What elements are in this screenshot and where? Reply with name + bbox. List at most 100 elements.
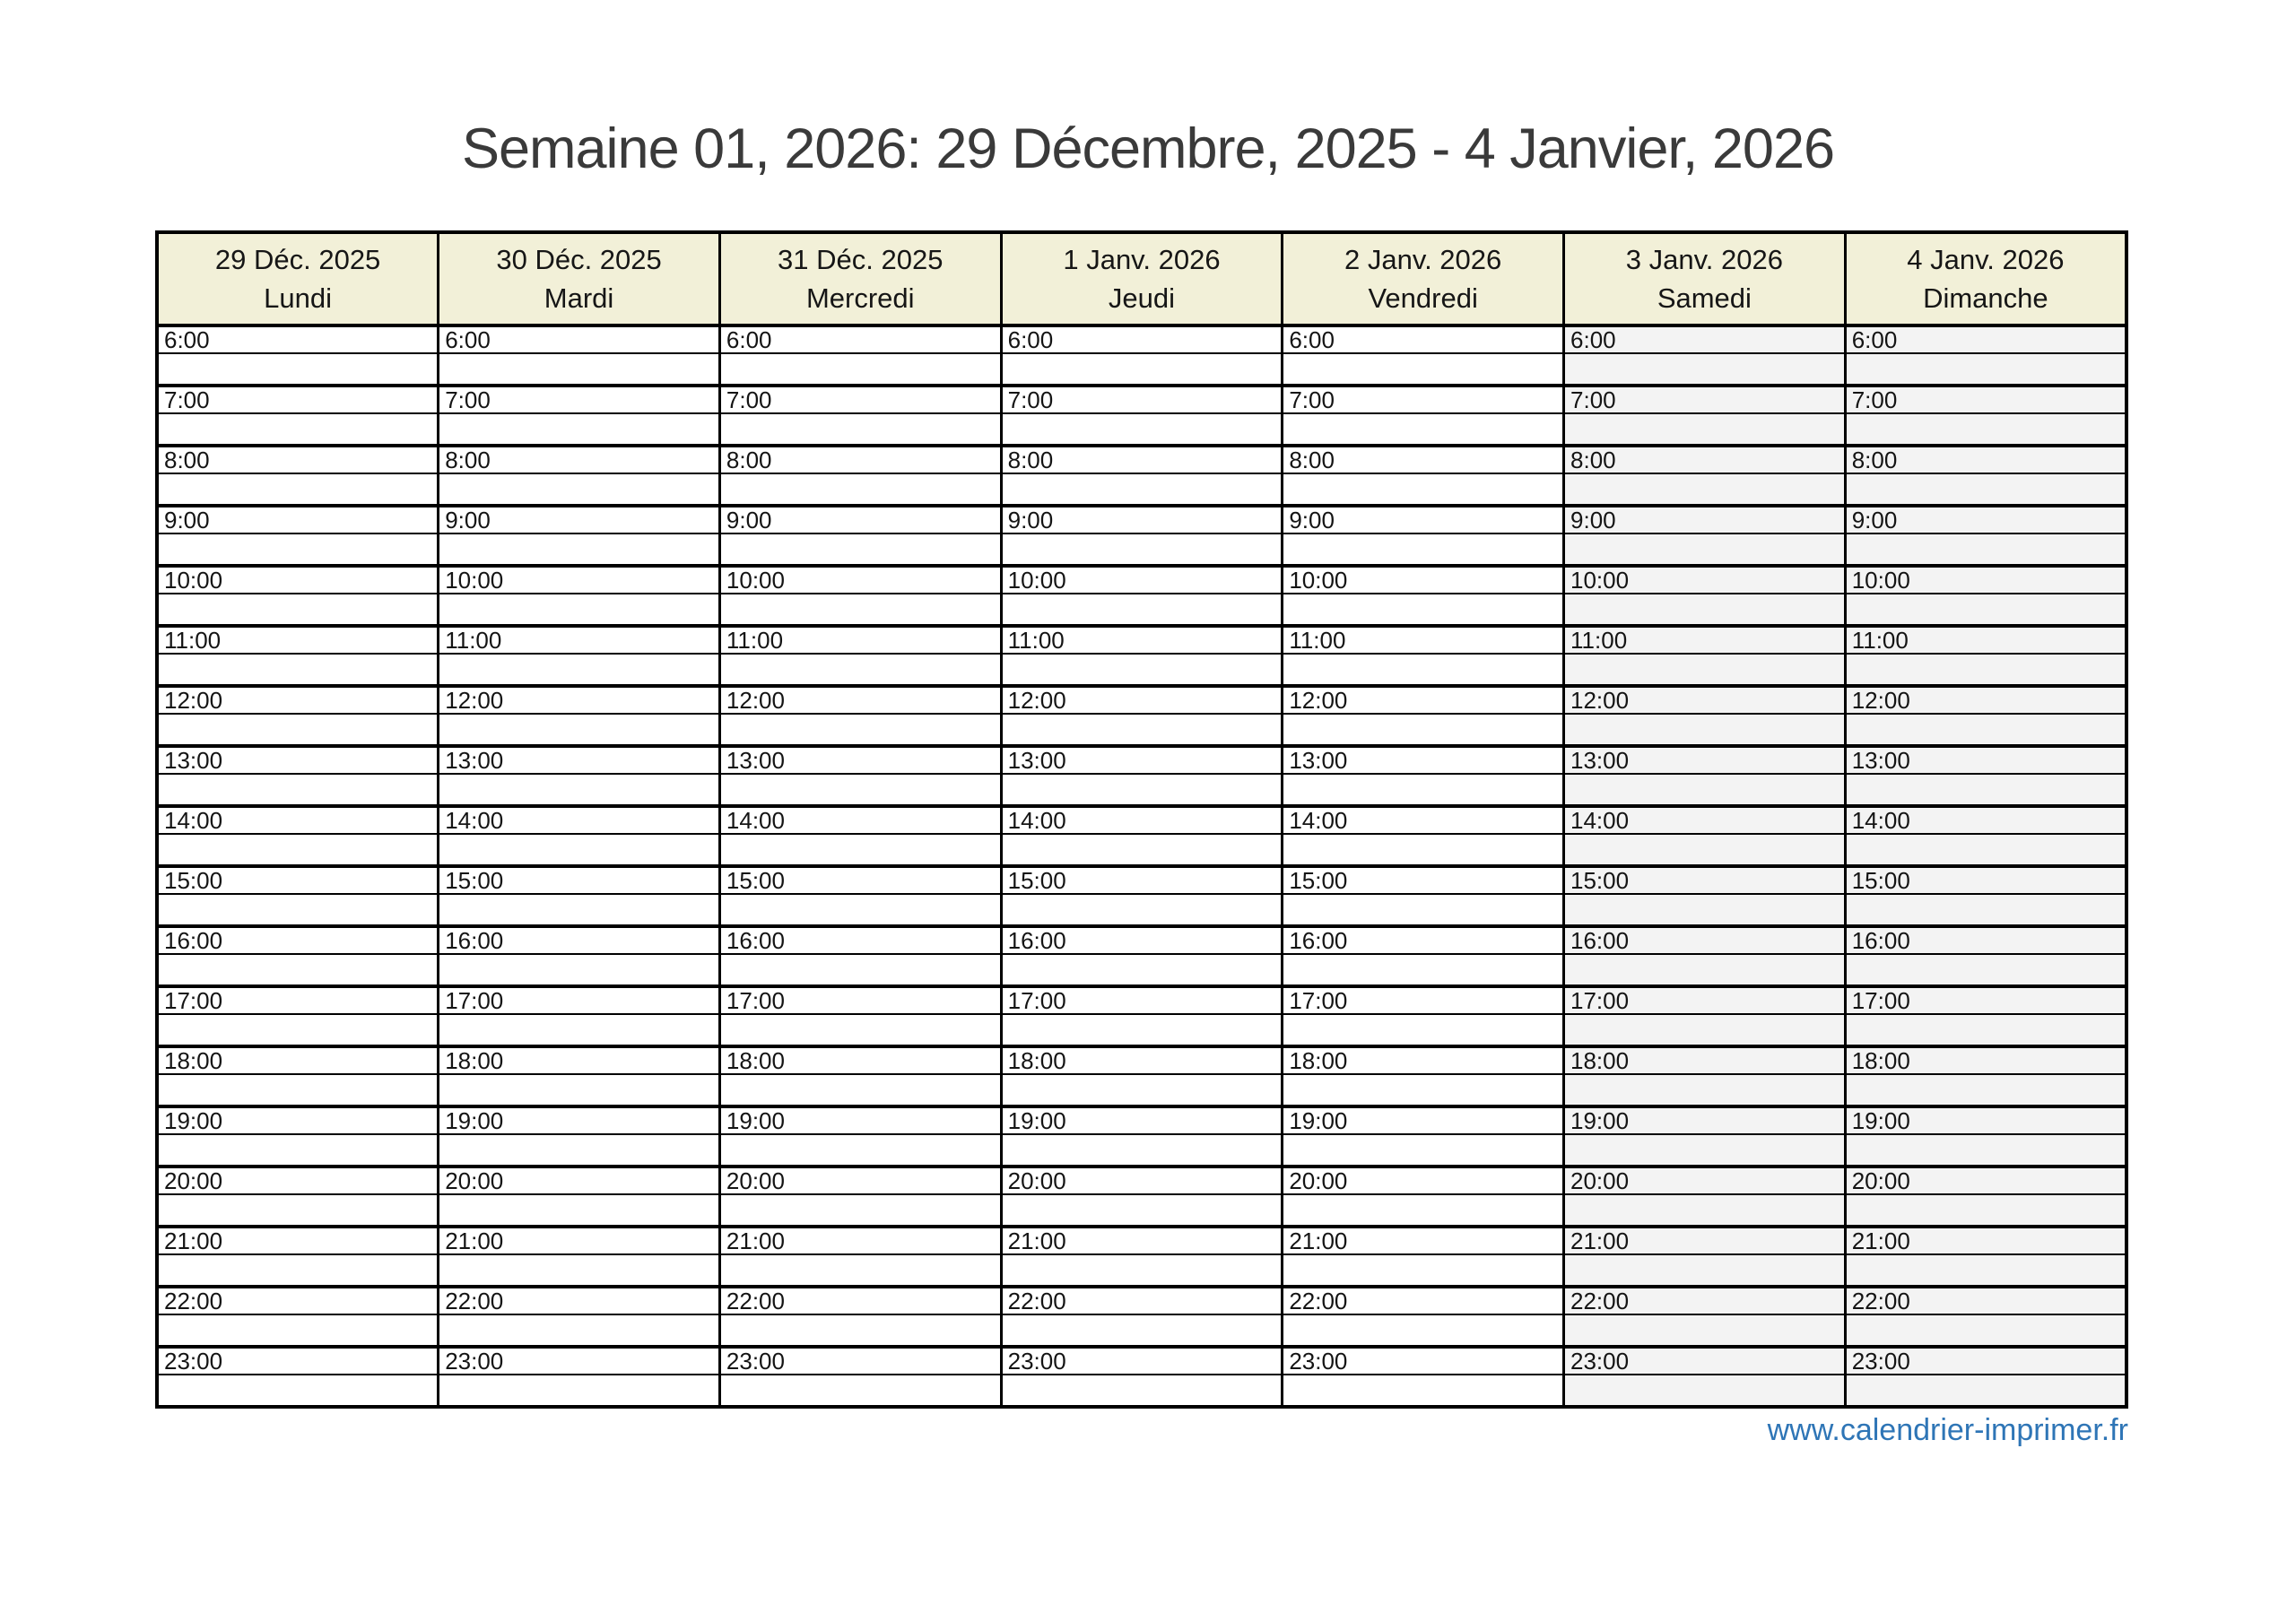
hour-cell: 21:00 <box>999 1225 1284 1255</box>
hour-cell: 7:00 <box>1281 384 1566 414</box>
hour-cell: 19:00 <box>718 1105 1003 1135</box>
hour-cell: 14:00 <box>155 804 440 835</box>
hour-cell: 20:00 <box>1281 1165 1566 1195</box>
half-hour-cell <box>1281 833 1566 868</box>
half-hour-row-1200 <box>155 713 2128 748</box>
hour-cell: 10:00 <box>999 564 1284 594</box>
hour-cell: 15:00 <box>1843 864 2128 895</box>
half-hour-cell <box>718 1013 1003 1048</box>
hour-cell: 11:00 <box>437 624 721 655</box>
half-hour-cell <box>155 1073 440 1108</box>
hour-cell: 17:00 <box>1281 984 1566 1015</box>
half-hour-cell <box>1843 533 2128 568</box>
hour-cell: 18:00 <box>437 1045 721 1075</box>
half-hour-cell <box>155 773 440 808</box>
hour-cell: 23:00 <box>1281 1345 1566 1375</box>
half-hour-cell <box>718 713 1003 748</box>
website-link[interactable]: www.calendrier-imprimer.fr <box>1767 1413 2128 1447</box>
half-hour-cell <box>1281 1133 1566 1168</box>
half-hour-cell <box>1843 412 2128 447</box>
hour-cell: 10:00 <box>437 564 721 594</box>
hour-cell: 22:00 <box>155 1285 440 1315</box>
half-hour-cell <box>718 473 1003 507</box>
half-hour-cell <box>718 1073 1003 1108</box>
half-hour-cell <box>1281 953 1566 988</box>
hour-cell: 7:00 <box>437 384 721 414</box>
half-hour-cell <box>718 352 1003 387</box>
half-hour-cell <box>718 412 1003 447</box>
hour-cell: 22:00 <box>1281 1285 1566 1315</box>
hour-cell: 12:00 <box>437 684 721 715</box>
half-hour-cell <box>718 593 1003 628</box>
hour-cell: 20:00 <box>155 1165 440 1195</box>
half-hour-cell <box>718 833 1003 868</box>
hour-cell: 17:00 <box>155 984 440 1015</box>
half-hour-cell <box>437 953 721 988</box>
day-date: 31 Déc. 2025 <box>778 243 944 275</box>
half-hour-cell <box>1562 893 1847 928</box>
half-hour-cell <box>1843 833 2128 868</box>
half-hour-cell <box>1281 1193 1566 1228</box>
half-hour-cell <box>437 713 721 748</box>
half-hour-cell <box>1281 1073 1566 1108</box>
half-hour-cell <box>1562 412 1847 447</box>
day-date: 30 Déc. 2025 <box>496 243 662 275</box>
hour-cell: 14:00 <box>1281 804 1566 835</box>
week-table-header: 29 Déc. 2025 Lundi 30 Déc. 2025 Mardi 31 Déc… <box>155 230 2128 327</box>
hour-cell: 18:00 <box>1281 1045 1566 1075</box>
half-hour-cell <box>1562 953 1847 988</box>
half-hour-cell <box>718 1314 1003 1349</box>
hour-cell: 14:00 <box>437 804 721 835</box>
hour-row-1400: 14:00 14:00 14:00 14:00 14:00 14:00 14:00 <box>155 804 2128 835</box>
half-hour-cell <box>1562 653 1847 688</box>
half-hour-cell <box>1281 473 1566 507</box>
day-header-mercredi: 31 Déc. 2025 Mercredi <box>718 230 1003 327</box>
day-header-content: 29 Déc. 2025 Lundi <box>159 234 437 324</box>
half-hour-cell <box>1281 773 1566 808</box>
half-hour-cell <box>437 1073 721 1108</box>
hour-cell: 18:00 <box>1843 1045 2128 1075</box>
half-hour-cell <box>155 653 440 688</box>
hour-cell: 22:00 <box>718 1285 1003 1315</box>
half-hour-cell <box>1562 352 1847 387</box>
half-hour-cell <box>437 1013 721 1048</box>
day-header-content: 4 Janv. 2026 Dimanche <box>1847 234 2125 324</box>
hour-cell: 23:00 <box>1843 1345 2128 1375</box>
hour-row-1200: 12:00 12:00 12:00 12:00 12:00 12:00 12:00 <box>155 684 2128 715</box>
day-header-dimanche: 4 Janv. 2026 Dimanche <box>1843 230 2128 327</box>
hour-cell: 6:00 <box>1281 324 1566 354</box>
half-hour-row-700 <box>155 412 2128 447</box>
half-hour-cell <box>718 1374 1003 1409</box>
hour-cell: 6:00 <box>1843 324 2128 354</box>
half-hour-cell <box>999 713 1284 748</box>
day-date: 4 Janv. 2026 <box>1907 243 2065 275</box>
hour-cell: 13:00 <box>437 744 721 775</box>
hour-cell: 13:00 <box>1843 744 2128 775</box>
hour-row-1300: 13:00 13:00 13:00 13:00 13:00 13:00 13:00 <box>155 744 2128 775</box>
hour-cell: 8:00 <box>718 444 1003 474</box>
hour-cell: 13:00 <box>1281 744 1566 775</box>
half-hour-cell <box>1562 1253 1847 1288</box>
day-header-content: 30 Déc. 2025 Mardi <box>439 234 718 324</box>
hour-cell: 7:00 <box>155 384 440 414</box>
hour-row-2300: 23:00 23:00 23:00 23:00 23:00 23:00 23:00 <box>155 1345 2128 1375</box>
hour-cell: 17:00 <box>1843 984 2128 1015</box>
half-hour-cell <box>437 1133 721 1168</box>
hour-cell: 14:00 <box>999 804 1284 835</box>
hour-cell: 6:00 <box>1562 324 1847 354</box>
half-hour-cell <box>1281 412 1566 447</box>
half-hour-cell <box>1562 713 1847 748</box>
hour-cell: 9:00 <box>718 504 1003 534</box>
hour-row-1100: 11:00 11:00 11:00 11:00 11:00 11:00 11:00 <box>155 624 2128 655</box>
hour-cell: 21:00 <box>1843 1225 2128 1255</box>
half-hour-row-1500 <box>155 893 2128 928</box>
half-hour-row-1700 <box>155 1013 2128 1048</box>
half-hour-cell <box>437 833 721 868</box>
hour-cell: 15:00 <box>1281 864 1566 895</box>
hour-cell: 21:00 <box>1281 1225 1566 1255</box>
half-hour-row-1900 <box>155 1133 2128 1168</box>
day-header-mardi: 30 Déc. 2025 Mardi <box>437 230 721 327</box>
hour-cell: 16:00 <box>155 924 440 955</box>
hour-row-1000: 10:00 10:00 10:00 10:00 10:00 10:00 10:00 <box>155 564 2128 594</box>
hour-cell: 9:00 <box>999 504 1284 534</box>
